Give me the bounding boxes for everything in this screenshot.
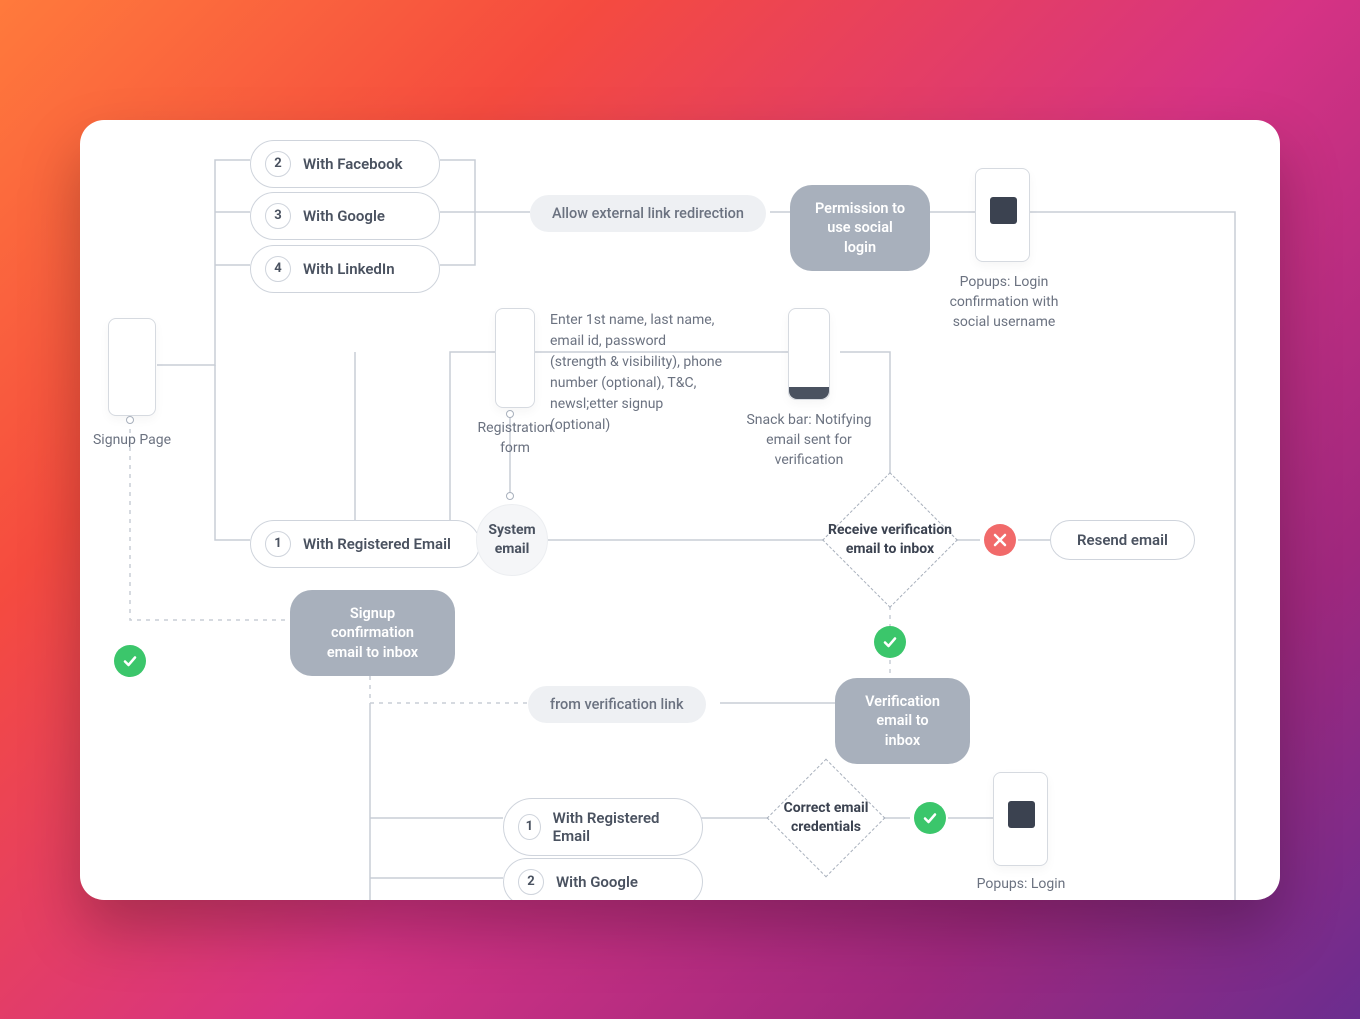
snackbar-caption: Snack bar: Notifying email sent for veri… <box>744 410 874 471</box>
popup-login-caption: Popups: Login <box>960 874 1082 894</box>
pill-label: With Google <box>303 207 385 225</box>
bubble-permission: Permission to use social login <box>790 185 930 272</box>
circle-system-email: System email <box>476 504 548 576</box>
pill-num: 2 <box>518 869 544 895</box>
pill-num: 2 <box>265 151 291 177</box>
pill-with-google-2: 2 With Google <box>503 858 703 900</box>
pill-label: With Registered Email <box>303 535 451 553</box>
pill-label: With Google <box>556 873 638 891</box>
bubble-signup-confirm: Signup confirmation email to inbox <box>290 590 455 677</box>
node-popup-login <box>993 772 1048 866</box>
connectors <box>80 120 1280 900</box>
popup-social-caption: Popups: Login confirmation with social u… <box>939 272 1069 333</box>
cross-icon <box>984 524 1016 556</box>
node-signup-page <box>108 318 156 416</box>
pill-label: With Registered Email <box>553 809 680 845</box>
node-registration-form <box>495 308 535 408</box>
pill-num: 3 <box>265 203 291 229</box>
pill-allow-redirect: Allow external link redirection <box>530 195 766 232</box>
diagram-card: Signup Page 2 With Facebook 3 With Googl… <box>80 120 1280 900</box>
node-snackbar <box>788 308 830 400</box>
pill-from-verification-link: from verification link <box>528 686 706 723</box>
pill-num: 1 <box>265 531 291 557</box>
diamond-correct-credentials-label: Correct email credentials <box>768 782 884 854</box>
pill-with-linkedin: 4 With LinkedIn <box>250 245 440 293</box>
pill-num: 1 <box>518 814 541 840</box>
diamond-receive-verification-label: Receive verification email to inbox <box>826 498 954 582</box>
node-popup-social <box>975 168 1030 262</box>
check-icon <box>914 802 946 834</box>
pill-registered-email-2: 1 With Registered Email <box>503 798 703 856</box>
pill-with-facebook: 2 With Facebook <box>250 140 440 188</box>
pill-registered-email-1: 1 With Registered Email <box>250 520 480 568</box>
diagram-canvas: Signup Page 2 With Facebook 3 With Googl… <box>80 120 1280 900</box>
registration-form-text: Enter 1st name, last name, email id, pas… <box>550 310 725 436</box>
check-icon <box>114 645 146 677</box>
pill-with-google: 3 With Google <box>250 192 440 240</box>
pill-num: 4 <box>265 256 291 282</box>
pill-label: With Facebook <box>303 155 403 173</box>
check-icon <box>874 626 906 658</box>
pill-label: With LinkedIn <box>303 260 395 278</box>
signup-page-caption: Signup Page <box>80 430 184 450</box>
pill-resend-email: Resend email <box>1050 520 1195 560</box>
bubble-verification-inbox: Verification email to inbox <box>835 678 970 765</box>
